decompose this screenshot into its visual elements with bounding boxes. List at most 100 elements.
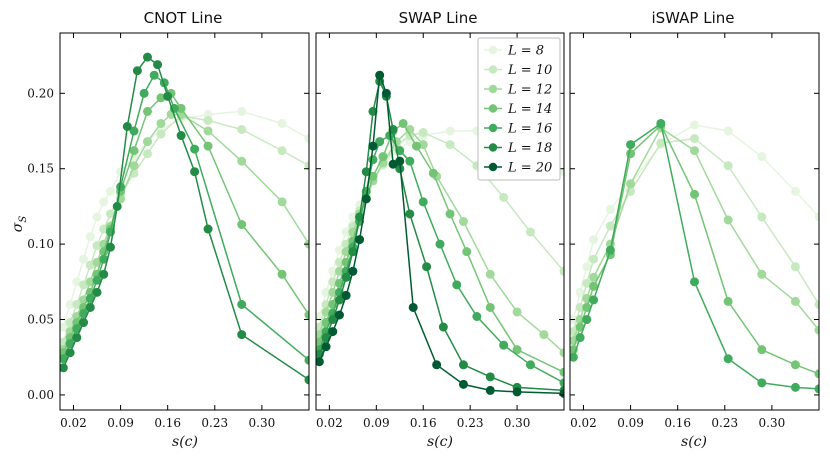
data-layer [570, 118, 819, 394]
x-tick-label: 0.30 [249, 416, 276, 430]
data-point [378, 152, 388, 162]
legend-swatch-marker [488, 104, 498, 113]
legend-label: L = 18 [507, 141, 552, 156]
data-point [85, 302, 95, 312]
data-point [485, 269, 495, 279]
data-point [790, 296, 800, 306]
data-point [472, 312, 482, 322]
data-point [512, 387, 522, 397]
data-point [153, 60, 163, 70]
data-point [375, 70, 385, 80]
data-layer [60, 52, 309, 385]
legend-entry: L = 16 [484, 122, 552, 137]
data-point [277, 146, 287, 156]
data-point [445, 209, 455, 219]
data-point [689, 277, 699, 287]
legend-entry: L = 20 [484, 161, 552, 176]
data-point [99, 269, 109, 279]
data-point [539, 330, 549, 340]
data-point [142, 52, 152, 62]
data-point [122, 121, 132, 131]
data-point [361, 194, 371, 204]
data-point [445, 126, 455, 136]
data-point [408, 302, 418, 312]
data-point [341, 272, 351, 282]
panel-swap: SWAP Line [399, 9, 478, 27]
data-point [656, 118, 666, 128]
data-point [589, 254, 599, 264]
data-point [445, 140, 455, 150]
legend-label: L = 14 [507, 102, 552, 117]
legend-swatch-marker [488, 123, 498, 133]
legend-label: L = 10 [507, 63, 552, 78]
data-point [381, 88, 391, 98]
data-point [757, 152, 767, 162]
data-point [142, 137, 152, 147]
panel-title-iswap: iSWAP Line [651, 9, 734, 27]
data-point [176, 131, 186, 141]
data-point [485, 372, 495, 382]
data-layer [316, 70, 564, 398]
data-point [412, 141, 422, 151]
data-point [790, 186, 800, 196]
legend-entry: L = 10 [484, 63, 552, 78]
data-point [512, 307, 522, 317]
data-point [757, 378, 767, 388]
data-point [458, 360, 468, 370]
y-tick-label: 0.05 [27, 313, 54, 327]
x-tick-label: 0.16 [664, 416, 691, 430]
data-point [237, 125, 247, 135]
data-point [398, 118, 408, 128]
data-point [422, 262, 432, 272]
data-point [605, 204, 615, 214]
data-point [334, 295, 344, 305]
x-tick-label: 0.02 [316, 416, 343, 430]
data-point [203, 115, 213, 125]
data-point [458, 379, 468, 389]
data-point [432, 360, 442, 370]
series-line-l12 [572, 126, 819, 341]
data-point [525, 227, 535, 237]
data-point [368, 106, 378, 116]
data-point [355, 235, 365, 245]
legend: L = 8 L = 10 L = 12 L = 14 L = 16 L = 18 L = 2… [477, 37, 561, 181]
data-point [438, 322, 448, 332]
data-point [203, 126, 213, 136]
data-point [582, 262, 592, 272]
legend-label: L = 12 [507, 83, 552, 98]
data-point [368, 155, 378, 165]
y-tick-label: 0.15 [27, 162, 54, 176]
data-point [129, 161, 139, 171]
data-point [689, 134, 699, 144]
panel-cnot: CNOT Line [144, 9, 223, 27]
data-point [418, 128, 428, 138]
data-point [790, 262, 800, 272]
data-point [237, 106, 247, 116]
data-point [395, 156, 405, 166]
data-point [605, 245, 615, 255]
axes-frame [315, 32, 565, 411]
data-point [375, 137, 385, 147]
data-point [757, 345, 767, 355]
data-point [570, 352, 578, 362]
data-point [485, 302, 495, 312]
data-point [452, 280, 462, 290]
data-point [790, 360, 800, 370]
y-tick-label: 0.10 [27, 237, 54, 251]
x-tick-label: 0.02 [570, 416, 597, 430]
plot-area-panel-2: 0.02 0.09 0.16 0.23 0.30 [315, 32, 565, 430]
plot-area-panel-3: 0.02 0.09 0.16 0.23 0.30 [569, 32, 820, 430]
legend-swatch-marker [488, 45, 498, 55]
x-axis-title-swap: s(c) [427, 434, 453, 450]
legend-box [477, 37, 561, 181]
data-point [723, 296, 733, 306]
data-point [156, 129, 166, 139]
series-line-l10 [572, 137, 819, 332]
legend-label: L = 20 [507, 161, 552, 176]
data-point [582, 315, 592, 325]
data-point [689, 189, 699, 199]
y-axis-title-main: σ [10, 222, 26, 232]
x-tick-label: 0.09 [363, 416, 390, 430]
data-point [458, 217, 468, 227]
